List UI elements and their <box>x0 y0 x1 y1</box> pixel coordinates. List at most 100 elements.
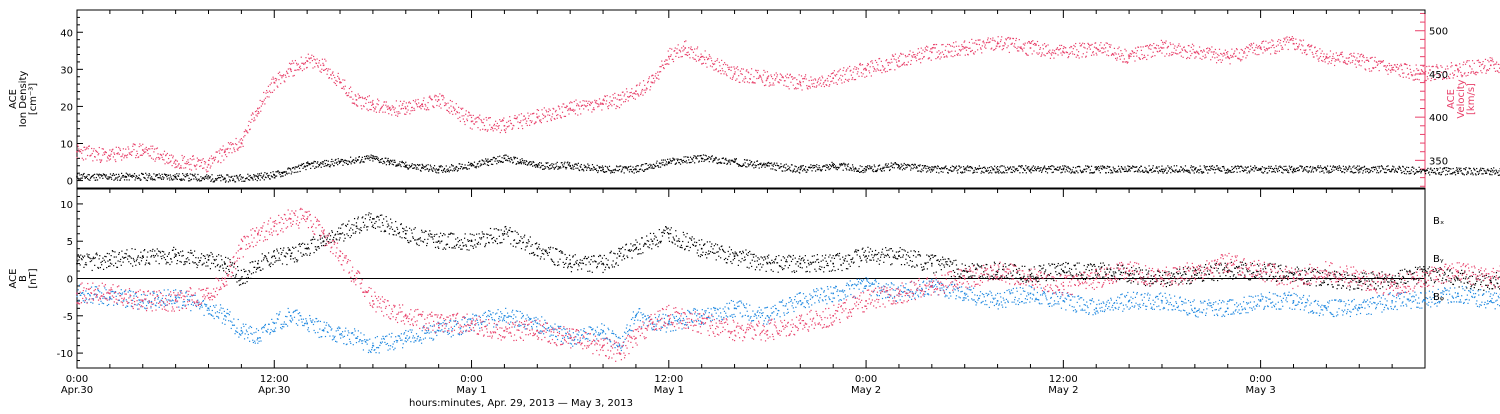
velocity-series-dot <box>81 149 82 150</box>
density-series-dot <box>1310 166 1311 167</box>
velocity-series-dot <box>283 74 284 75</box>
density-series-dot <box>997 166 998 167</box>
density-series-dot <box>620 165 621 166</box>
density-series-dot <box>709 157 710 158</box>
velocity-series-dot <box>881 72 882 73</box>
density-series-dot <box>1282 168 1283 169</box>
velocity-series-dot <box>1004 42 1005 43</box>
velocity-series-dot <box>506 122 507 123</box>
velocity-series-dot <box>1181 56 1182 57</box>
density-series-dot <box>1020 167 1021 168</box>
density-series-dot <box>1259 170 1260 171</box>
velocity-series-dot <box>162 159 163 160</box>
velocity-series-dot <box>1067 57 1068 58</box>
velocity-series-dot <box>328 68 329 69</box>
velocity-series-dot <box>764 85 765 86</box>
velocity-series-dot <box>132 146 133 147</box>
density-series-dot <box>813 167 814 168</box>
density-series-dot <box>1016 168 1017 169</box>
velocity-series-dot <box>616 105 617 106</box>
density-series-dot <box>1355 172 1356 173</box>
density-series-dot <box>1403 171 1404 172</box>
velocity-series-dot <box>250 129 251 130</box>
density-series-dot <box>1472 173 1473 174</box>
density-series-dot <box>243 177 244 178</box>
density-series-dot <box>789 167 790 168</box>
density-series-dot <box>140 179 141 180</box>
velocity-series-dot <box>456 103 457 104</box>
density-series-dot <box>1286 169 1287 170</box>
velocity-series-dot <box>172 165 173 166</box>
velocity-series-dot <box>809 80 810 81</box>
velocity-series-dot <box>121 159 122 160</box>
velocity-series-dot <box>972 50 973 51</box>
velocity-series-dot <box>135 144 136 145</box>
density-series-dot <box>669 162 670 163</box>
density-series-dot <box>430 166 431 167</box>
density-series-point <box>602 169 604 171</box>
velocity-series-dot <box>297 64 298 65</box>
density-series-dot <box>1421 171 1422 172</box>
velocity-series-dot <box>240 146 241 147</box>
density-series-point <box>1128 169 1130 171</box>
density-series-dot <box>321 167 322 168</box>
density-series-dot <box>499 156 500 157</box>
density-series-dot <box>187 173 188 174</box>
density-series-dot <box>1294 171 1295 172</box>
density-series-dot <box>786 164 787 165</box>
velocity-series-dot <box>214 160 215 161</box>
density-series-dot <box>1412 166 1413 167</box>
density-series-dot <box>100 174 101 175</box>
density-series-dot <box>274 177 275 178</box>
density-series-dot <box>1080 170 1081 171</box>
velocity-series-dot <box>1076 57 1077 58</box>
density-series-dot <box>746 160 747 161</box>
density-series-dot <box>1493 167 1494 168</box>
density-series-dot <box>1032 167 1033 168</box>
density-series-dot <box>664 165 665 166</box>
density-series-dot <box>461 166 462 167</box>
velocity-series-dot <box>179 163 180 164</box>
velocity-series-dot <box>1083 47 1084 48</box>
density-series-dot <box>1073 167 1074 168</box>
density-series-dot <box>436 168 437 169</box>
density-series-dot <box>404 163 405 164</box>
density-series-dot <box>992 167 993 168</box>
velocity-series-dot <box>981 52 982 53</box>
density-series-dot <box>1207 166 1208 167</box>
density-series-dot <box>576 164 577 165</box>
density-series-dot <box>430 165 431 166</box>
velocity-series-dot <box>1054 50 1055 51</box>
density-series-dot <box>1089 172 1090 173</box>
velocity-series-dot <box>818 79 819 80</box>
density-series-dot <box>496 163 497 164</box>
velocity-series-dot <box>177 161 178 162</box>
density-series-dot <box>970 166 971 167</box>
density-series-dot <box>1359 171 1360 172</box>
density-series-dot <box>1182 169 1183 170</box>
density-series-dot <box>388 160 389 161</box>
density-series-dot <box>1188 170 1189 171</box>
density-series-dot <box>1483 173 1484 174</box>
velocity-series-dot <box>737 69 738 70</box>
density-series-dot <box>89 180 90 181</box>
velocity-series-dot <box>975 51 976 52</box>
density-series-dot <box>448 170 449 171</box>
velocity-series-dot <box>934 44 935 45</box>
density-series-dot <box>1238 168 1239 169</box>
velocity-series-dot <box>837 84 838 85</box>
velocity-series-dot <box>671 49 672 50</box>
density-series-dot <box>585 166 586 167</box>
velocity-series-dot <box>294 70 295 71</box>
velocity-series-dot <box>125 155 126 156</box>
velocity-series-dot <box>786 77 787 78</box>
density-series-dot <box>828 166 829 167</box>
density-series-dot <box>248 176 249 177</box>
velocity-series-dot <box>564 116 565 117</box>
density-series-dot <box>1084 169 1085 170</box>
velocity-series-dot <box>745 76 746 77</box>
density-series-dot <box>354 162 355 163</box>
velocity-series-dot <box>678 57 679 58</box>
density-series-dot <box>373 156 374 157</box>
velocity-series-dot <box>626 88 627 89</box>
